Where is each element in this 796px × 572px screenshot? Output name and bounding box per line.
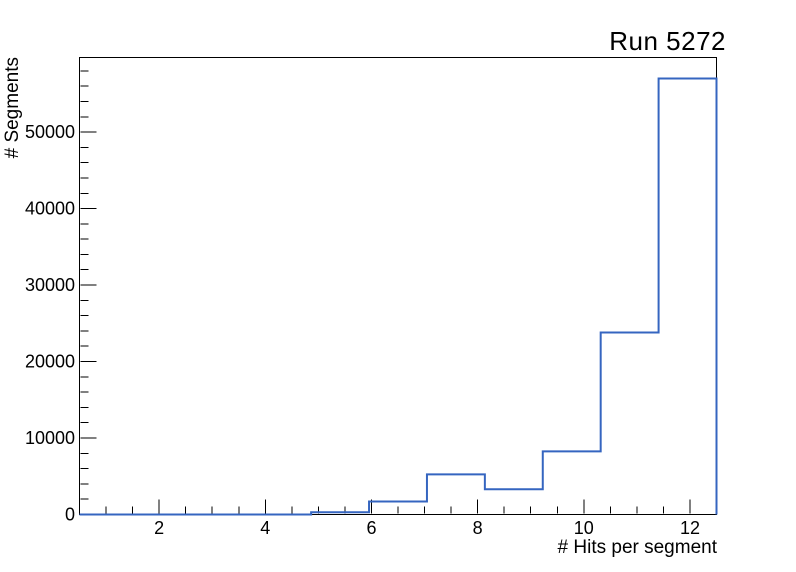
- chart-title: Run 5272: [609, 26, 726, 56]
- y-tick-label: 50000: [25, 122, 75, 142]
- plot-frame: [79, 57, 717, 515]
- histogram-line: [79, 77, 718, 516]
- x-tick-label: 8: [473, 518, 483, 538]
- x-tick-label: 10: [574, 518, 594, 538]
- x-tick-label: 6: [366, 518, 376, 538]
- x-tick-label: 12: [680, 518, 700, 538]
- y-tick-label: 40000: [25, 199, 75, 219]
- y-tick-label: 20000: [25, 352, 75, 372]
- y-tick-label: 0: [65, 505, 75, 525]
- x-axis-title: # Hits per segment: [557, 537, 717, 558]
- y-tick-label: 10000: [25, 428, 75, 448]
- y-tick-label: 30000: [25, 275, 75, 295]
- x-tick-label: 2: [154, 518, 164, 538]
- y-axis-title: # Segments: [2, 57, 23, 159]
- x-tick-label: 4: [260, 518, 270, 538]
